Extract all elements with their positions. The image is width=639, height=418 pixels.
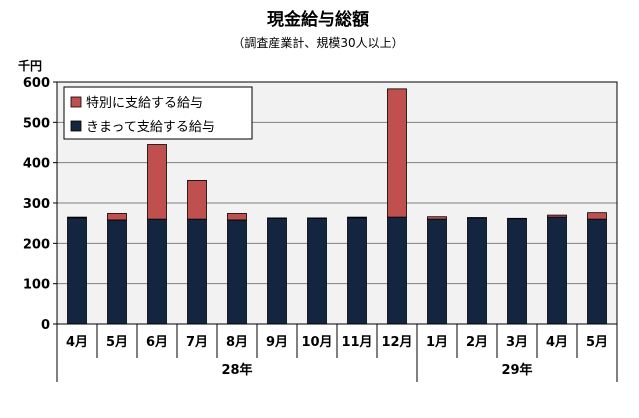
bar-regular bbox=[587, 218, 607, 325]
x-tick-label: 5月 bbox=[106, 335, 128, 350]
plot-area: 0 100 200 300 400 500 600 bbox=[23, 76, 618, 333]
x-group-label: 28年 bbox=[221, 362, 252, 378]
legend-label: きまって支給する給与 bbox=[86, 120, 215, 135]
chart-title: 現金給与総額 bbox=[267, 9, 369, 30]
bar-regular bbox=[227, 219, 247, 325]
x-axis: 4月 5月 6月 7月 8月 9月 10月 11月 12月 1月 2月 3月 4月 5月 28年 29年 bbox=[56, 324, 618, 382]
y-tick-label: 500 bbox=[23, 116, 50, 131]
bar-special bbox=[427, 216, 447, 220]
x-tick-label: 7月 bbox=[186, 335, 208, 350]
bar-regular bbox=[547, 216, 567, 325]
y-tick-label: 400 bbox=[23, 157, 50, 172]
y-tick-label: 100 bbox=[23, 278, 50, 293]
bar-special bbox=[187, 180, 207, 220]
y-tick-label: 0 bbox=[41, 318, 50, 333]
bar-special bbox=[547, 214, 567, 218]
bar-regular bbox=[147, 218, 167, 325]
bar-regular bbox=[267, 217, 287, 325]
x-tick-label: 4月 bbox=[546, 335, 568, 350]
x-tick-label: 4月 bbox=[66, 335, 88, 350]
legend-box bbox=[63, 86, 253, 140]
y-tick-label: 300 bbox=[23, 197, 50, 212]
bar-regular bbox=[427, 218, 447, 325]
x-tick-label: 5月 bbox=[586, 335, 608, 350]
unit-label: 千円 bbox=[18, 58, 42, 73]
bar-regular bbox=[307, 217, 327, 325]
bar-regular bbox=[467, 217, 487, 325]
x-group-label: 29年 bbox=[501, 362, 532, 378]
chart-subtitle: （調査産業計、規模30人以上） bbox=[232, 35, 403, 50]
x-tick-label: 12月 bbox=[381, 335, 412, 350]
bar-special bbox=[147, 144, 167, 220]
legend-swatch bbox=[70, 120, 82, 132]
bar-regular bbox=[347, 217, 367, 325]
bar-special bbox=[347, 216, 367, 219]
bar-special bbox=[587, 212, 607, 220]
x-tick-label: 2月 bbox=[466, 335, 488, 350]
legend-label: 特別に支給する給与 bbox=[86, 96, 203, 111]
bar-regular bbox=[387, 216, 407, 325]
x-tick-label: 3月 bbox=[506, 335, 528, 350]
bar-regular bbox=[107, 219, 127, 325]
bar-regular bbox=[67, 217, 87, 325]
bar-special bbox=[107, 213, 127, 221]
bar-special bbox=[227, 213, 247, 221]
x-tick-label: 6月 bbox=[146, 335, 168, 350]
x-tick-label: 11月 bbox=[341, 335, 372, 350]
y-tick-label: 600 bbox=[23, 76, 50, 91]
bar-special bbox=[67, 216, 87, 219]
x-tick-label: 9月 bbox=[266, 335, 288, 350]
x-tick-label: 1月 bbox=[426, 335, 448, 350]
bar-special bbox=[387, 88, 407, 218]
bar-regular bbox=[507, 218, 527, 325]
y-tick-label: 200 bbox=[23, 237, 50, 252]
x-tick-label: 10月 bbox=[301, 335, 332, 350]
x-tick-label: 8月 bbox=[226, 335, 248, 350]
legend-swatch bbox=[70, 96, 82, 108]
bar-regular bbox=[187, 218, 207, 325]
